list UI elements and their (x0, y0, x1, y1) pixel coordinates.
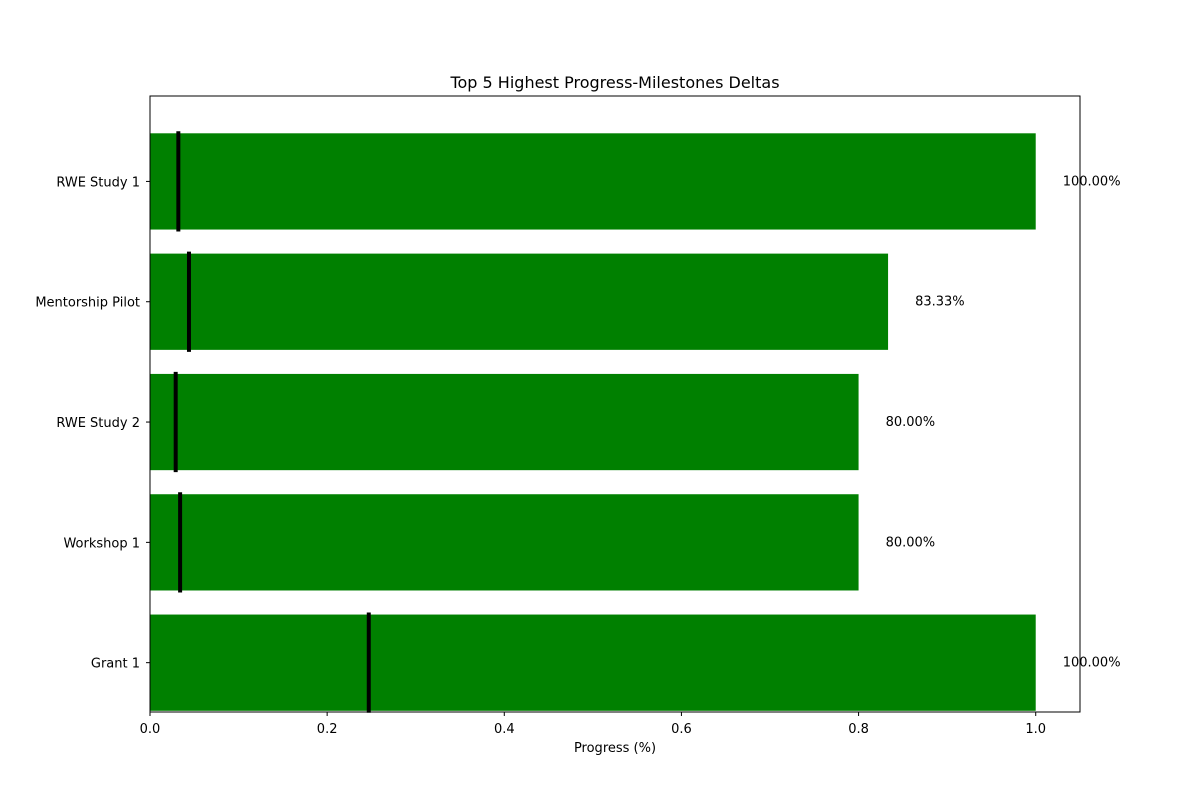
x-tick-label: 1.0 (1025, 722, 1046, 737)
bars-layer (150, 133, 1036, 711)
bar (150, 494, 859, 591)
plot-frame (149, 95, 1081, 713)
y-tick-label: RWE Study 1 (56, 175, 140, 190)
bar-value-label: 100.00% (1063, 174, 1121, 189)
y-tick-label: Workshop 1 (63, 536, 140, 551)
bar-value-label: 100.00% (1063, 656, 1121, 671)
bar-value-label: 83.33% (915, 295, 965, 310)
x-tick-label: 0.6 (671, 722, 692, 737)
x-tick-label: 0.8 (848, 722, 869, 737)
y-axis: RWE Study 1 Mentorship Pilot RWE Study 2 Wo… (35, 175, 150, 672)
bar-value-label: 80.00% (886, 535, 936, 550)
chart-title: Top 5 Highest Progress-Milestones Deltas (449, 73, 779, 92)
value-labels-layer: 100.00% 83.33% 80.00% 80.00% 100.00% (886, 174, 1121, 670)
bar (150, 253, 889, 350)
x-tick-label: 0.4 (494, 722, 515, 737)
x-tick-label: 0.2 (317, 722, 338, 737)
bar (150, 133, 1036, 230)
x-axis-title: Progress (%) (574, 741, 656, 756)
x-axis: 0.0 0.2 0.4 0.6 0.8 1.0 (140, 712, 1046, 737)
bar (150, 373, 859, 471)
y-tick-label: Mentorship Pilot (35, 296, 140, 311)
bar-value-label: 80.00% (886, 415, 936, 430)
y-tick-label: Grant 1 (91, 657, 140, 672)
markers-layer (173, 131, 371, 713)
y-tick-label: RWE Study 2 (56, 416, 140, 431)
x-tick-label: 0.0 (140, 722, 161, 737)
bar (150, 614, 1036, 711)
